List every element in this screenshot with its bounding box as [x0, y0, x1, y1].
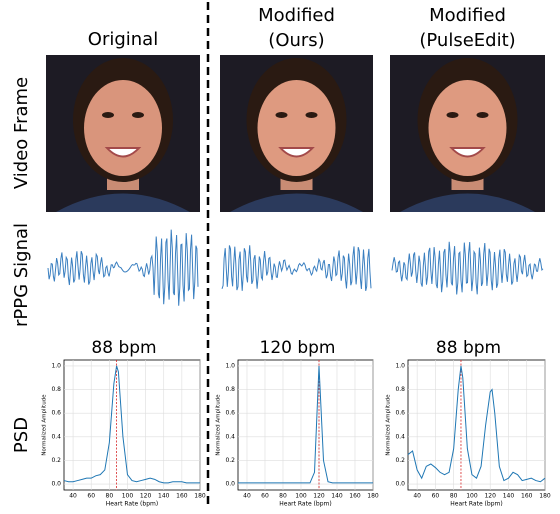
- x-tick-label: 40: [69, 493, 77, 500]
- x-tick-label: 160: [521, 493, 533, 500]
- column-title: Modified: [258, 5, 335, 26]
- y-axis-label: Normalized Amplitude: [42, 394, 48, 456]
- row-label: PSD: [11, 417, 32, 453]
- rppg-signal: [47, 229, 199, 306]
- shoulders: [56, 193, 190, 212]
- smile: [278, 147, 315, 158]
- shoulders: [400, 193, 535, 212]
- row-label: rPPG Signal: [11, 223, 32, 327]
- y-tick-label: 0.2: [395, 457, 405, 464]
- y-axis-label: Normalized Amplitude: [216, 394, 222, 456]
- face: [257, 80, 336, 176]
- y-tick-label: 0.8: [51, 386, 61, 393]
- y-tick-label: 0.2: [51, 457, 61, 464]
- y-tick-label: 0.8: [225, 386, 235, 393]
- x-tick-label: 100: [466, 493, 478, 500]
- y-tick-label: 0.2: [225, 457, 235, 464]
- y-tick-label: 0.8: [395, 386, 405, 393]
- plot-area: [407, 359, 546, 491]
- x-tick-label: 180: [367, 493, 379, 500]
- video-frame: [46, 55, 200, 212]
- row-label: Video Frame: [11, 77, 32, 189]
- y-tick-label: 0.0: [395, 481, 405, 488]
- x-tick-label: 40: [413, 493, 421, 500]
- x-tick-label: 60: [432, 493, 440, 500]
- rppg-signal: [221, 245, 372, 292]
- x-tick-label: 140: [331, 493, 343, 500]
- psd-line: [63, 365, 200, 484]
- eye: [305, 112, 318, 118]
- x-tick-label: 160: [176, 493, 188, 500]
- y-tick-label: 0.4: [225, 433, 235, 440]
- eye: [275, 112, 288, 118]
- eye: [446, 112, 459, 118]
- psd-line: [238, 365, 373, 484]
- x-tick-label: 80: [106, 493, 114, 500]
- x-tick-label: 60: [261, 493, 269, 500]
- x-tick-label: 60: [87, 493, 95, 500]
- eye: [476, 112, 489, 118]
- y-tick-label: 0.0: [51, 481, 61, 488]
- x-tick-label: 160: [349, 493, 361, 500]
- y-tick-label: 0.4: [51, 433, 61, 440]
- face: [84, 80, 162, 176]
- x-tick-label: 120: [484, 493, 496, 500]
- column-title: Original: [88, 29, 158, 50]
- y-tick-label: 0.6: [225, 410, 235, 417]
- y-tick-label: 0.4: [395, 433, 405, 440]
- chart-title: 88 bpm: [91, 338, 156, 358]
- x-tick-label: 120: [140, 493, 152, 500]
- video-frame: [220, 55, 373, 212]
- y-axis-label: Normalized Amplitude: [386, 394, 392, 456]
- face: [428, 80, 507, 176]
- x-tick-label: 180: [539, 493, 551, 500]
- x-axis-label: Heart Rate (bpm): [106, 501, 158, 508]
- y-tick-label: 0.6: [395, 410, 405, 417]
- y-tick-label: 1.0: [395, 362, 405, 369]
- chart-title: 88 bpm: [436, 338, 501, 358]
- smile: [104, 147, 142, 158]
- x-tick-label: 80: [450, 493, 458, 500]
- x-tick-label: 140: [503, 493, 515, 500]
- plot-area: [63, 359, 201, 491]
- x-axis-label: Heart Rate (bpm): [279, 501, 331, 508]
- eye: [102, 112, 114, 118]
- x-tick-label: 80: [279, 493, 287, 500]
- y-tick-label: 0.0: [225, 481, 235, 488]
- column-title: Modified: [429, 5, 506, 26]
- x-tick-label: 40: [243, 493, 251, 500]
- y-tick-label: 1.0: [51, 362, 61, 369]
- plot-area: [237, 359, 374, 491]
- shoulders: [230, 193, 363, 212]
- rppg-signal: [391, 241, 544, 295]
- x-tick-label: 120: [313, 493, 325, 500]
- x-axis-label: Heart Rate (bpm): [450, 501, 502, 508]
- column-title: (Ours): [268, 30, 324, 51]
- x-tick-label: 140: [158, 493, 170, 500]
- column-title: (PulseEdit): [419, 30, 515, 51]
- smile: [449, 147, 486, 158]
- y-tick-label: 0.6: [51, 410, 61, 417]
- x-tick-label: 100: [295, 493, 307, 500]
- y-tick-label: 1.0: [225, 362, 235, 369]
- video-frame: [390, 55, 545, 212]
- psd-line: [407, 365, 546, 483]
- x-tick-label: 100: [122, 493, 134, 500]
- eye: [132, 112, 144, 118]
- chart-title: 120 bpm: [260, 338, 336, 358]
- x-tick-label: 180: [194, 493, 206, 500]
